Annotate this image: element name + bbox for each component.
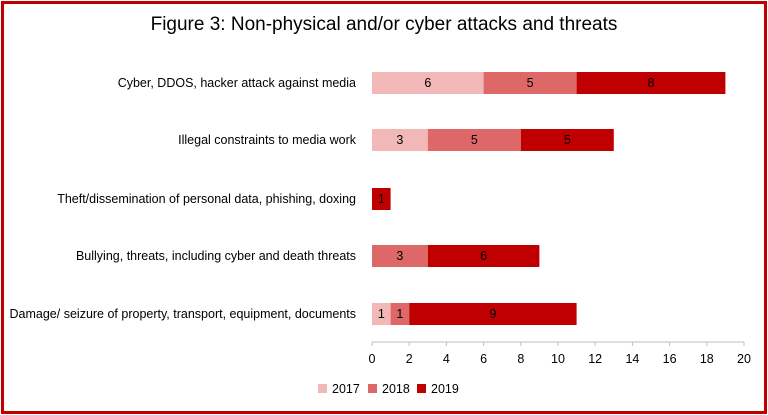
legend-label-2017: 2017 xyxy=(332,382,360,396)
data-label: 9 xyxy=(489,307,496,321)
bar-segment-2019 xyxy=(427,245,540,267)
category-labels: Cyber, DDOS, hacker attack against media… xyxy=(10,76,357,321)
bar-segment-2018 xyxy=(372,245,428,267)
bar-segment-2019 xyxy=(409,303,577,325)
bar-segment-2019 xyxy=(372,188,391,210)
bar-segment-2018 xyxy=(390,303,410,325)
bar-segment-2017 xyxy=(372,303,391,325)
bar-segment-2018 xyxy=(483,72,577,94)
data-label: 8 xyxy=(648,76,655,90)
data-label: 1 xyxy=(396,307,403,321)
bar-segment-2018 xyxy=(427,129,521,151)
data-label: 5 xyxy=(527,76,534,90)
category-label: Theft/dissemination of personal data, ph… xyxy=(57,192,356,206)
data-label: 1 xyxy=(378,307,385,321)
data-label: 6 xyxy=(480,249,487,263)
category-label: Cyber, DDOS, hacker attack against media xyxy=(118,76,356,90)
x-tick-label: 8 xyxy=(517,352,524,366)
x-tick-label: 20 xyxy=(737,352,751,366)
data-label: 6 xyxy=(424,76,431,90)
chart-title: Figure 3: Non-physical and/or cyber atta… xyxy=(151,14,618,35)
data-label: 3 xyxy=(396,133,403,147)
category-label: Damage/ seizure of property, transport, … xyxy=(10,307,356,321)
category-label: Illegal constraints to media work xyxy=(178,133,357,147)
data-label: 1 xyxy=(378,192,385,206)
legend-label-2018: 2018 xyxy=(382,382,410,396)
legend-swatch-2018 xyxy=(368,384,377,393)
legend-swatch-2017 xyxy=(318,384,327,393)
x-tick-label: 12 xyxy=(588,352,602,366)
data-label: 3 xyxy=(396,249,403,263)
x-tick-label: 0 xyxy=(369,352,376,366)
x-tick-label: 2 xyxy=(406,352,413,366)
bar-segment-2017 xyxy=(372,72,484,94)
legend-swatch-2019 xyxy=(417,384,426,393)
legend: 2017 2018 2019 xyxy=(318,382,459,396)
x-tick-label: 14 xyxy=(625,352,639,366)
legend-label-2019: 2019 xyxy=(431,382,459,396)
category-label: Bullying, threats, including cyber and d… xyxy=(76,249,356,263)
bar-segment-2017 xyxy=(372,129,428,151)
bar-segment-2019 xyxy=(520,129,614,151)
data-label: 5 xyxy=(564,133,571,147)
data-label: 5 xyxy=(471,133,478,147)
x-tick-label: 4 xyxy=(443,352,450,366)
bars-layer: 6 5 83 5 513 61 1 9 xyxy=(372,72,726,325)
x-axis: 0 2 4 6 8 10 12 14 16 18 20 xyxy=(369,341,751,366)
x-tick-label: 6 xyxy=(480,352,487,366)
x-tick-label: 18 xyxy=(700,352,714,366)
x-tick-label: 10 xyxy=(551,352,565,366)
bar-segment-2019 xyxy=(576,72,726,94)
x-tick-label: 16 xyxy=(663,352,677,366)
